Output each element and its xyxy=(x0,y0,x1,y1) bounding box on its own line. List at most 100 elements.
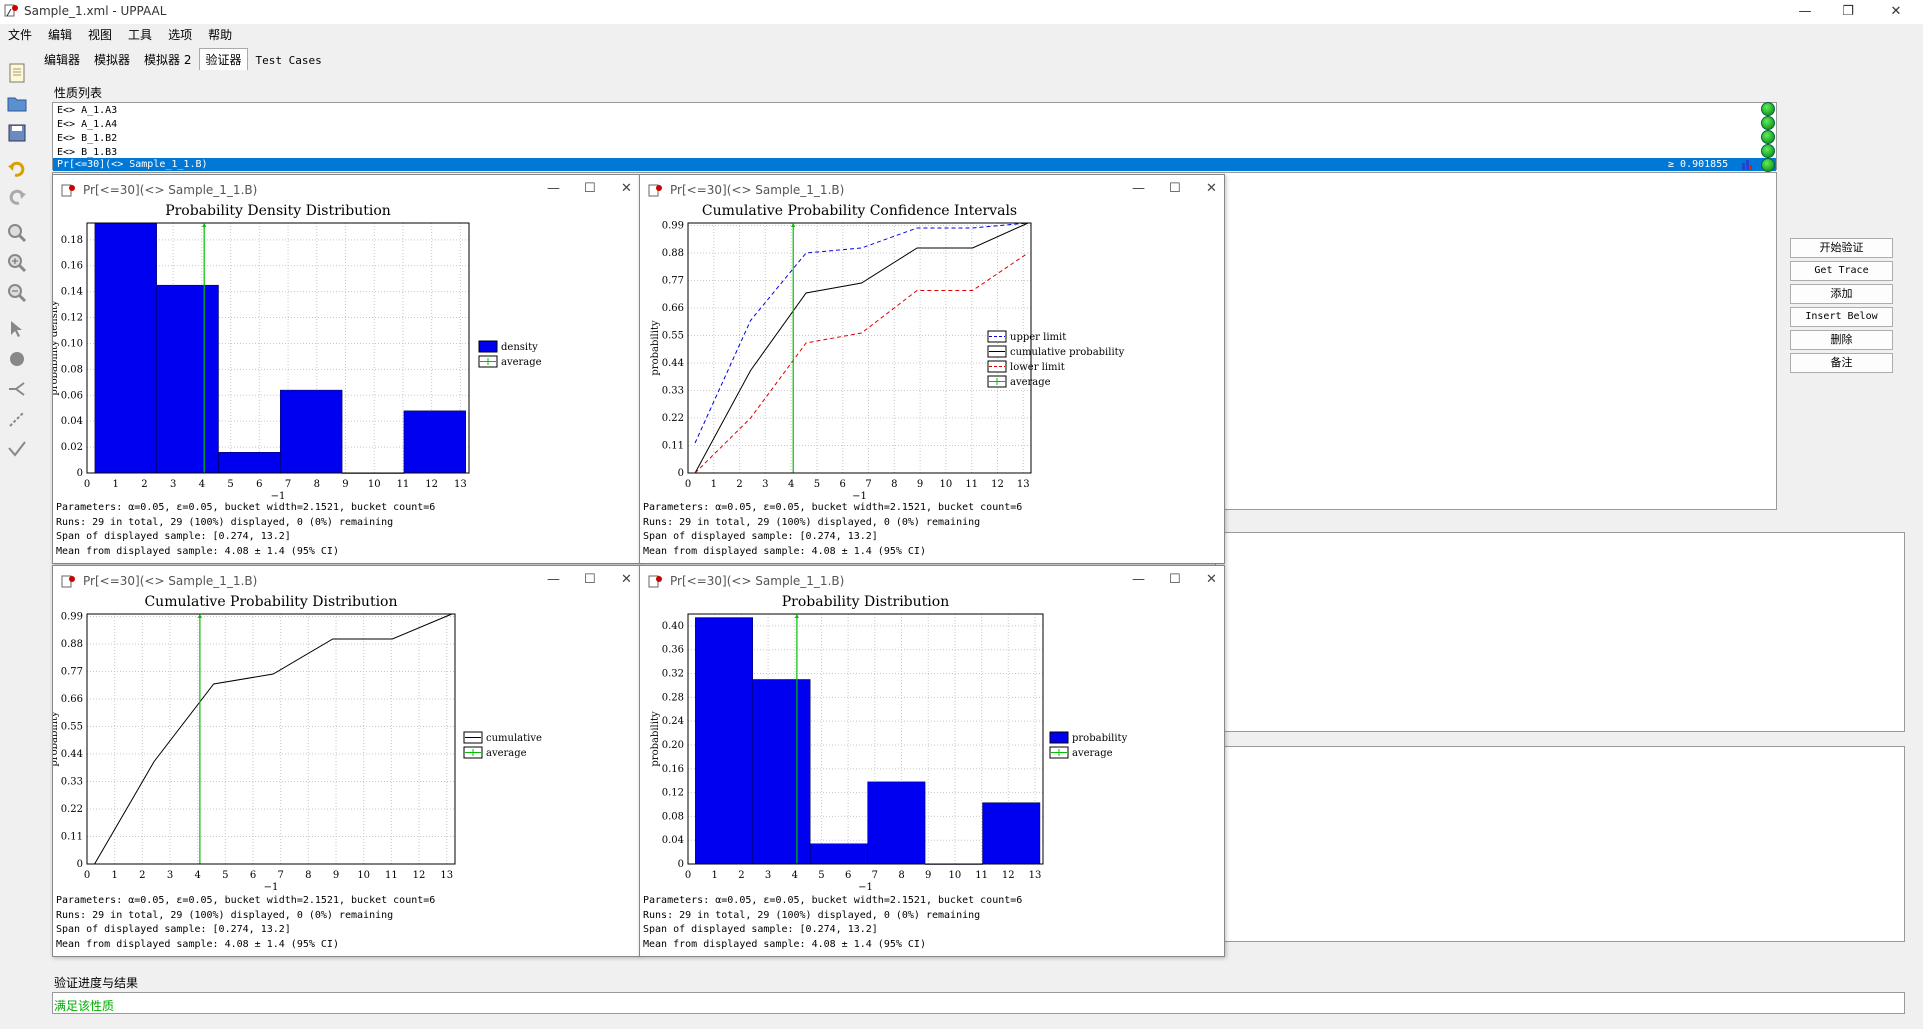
query-item[interactable]: E<> B_1.B2 xyxy=(57,133,118,144)
y-tick-label: 0.88 xyxy=(662,248,684,259)
open-folder-icon[interactable] xyxy=(6,92,28,114)
check-button[interactable]: 开始验证 xyxy=(1790,238,1893,258)
plot-window-icon xyxy=(61,575,75,588)
menu-options[interactable]: 选项 xyxy=(168,28,193,42)
x-tick-label: 4 xyxy=(788,479,794,490)
x-tick-label: 13 xyxy=(440,870,453,881)
y-tick-label: 0.22 xyxy=(662,413,684,424)
title-bar: Sample_1.xml - UPPAAL — ❐ ✕ xyxy=(0,0,1923,24)
menu-view[interactable]: 视图 xyxy=(88,28,113,42)
comment-button[interactable]: 备注 xyxy=(1790,353,1893,373)
plot-stats-line: Span of displayed sample: [0.274, 13.2] xyxy=(643,531,878,542)
selected-query-text: Pr[<=30](<> Sample_1_1.B) xyxy=(57,159,208,170)
get-trace-button[interactable]: Get Trace xyxy=(1790,261,1893,281)
plot-window-title: Pr[<=30](<> Sample_1_1.B) xyxy=(83,574,258,588)
result-box xyxy=(52,992,1905,1014)
add-edge-icon[interactable] xyxy=(6,408,28,430)
x-tick-label: 9 xyxy=(917,479,923,490)
insert-below-button[interactable]: Insert Below xyxy=(1790,307,1893,327)
x-tick-label: 3 xyxy=(765,870,771,881)
plot-window-probability[interactable]: Pr[<=30](<> Sample_1_1.B) — ☐ ✕ Probability … xyxy=(639,565,1225,957)
x-tick-label: 6 xyxy=(845,870,851,881)
x-axis-label: −1 xyxy=(858,882,873,893)
menu-edit[interactable]: 编辑 xyxy=(48,28,73,42)
tab-simulator[interactable]: 模拟器 xyxy=(94,53,131,67)
legend-label: average xyxy=(1010,377,1051,388)
close-button[interactable]: ✕ xyxy=(1890,4,1902,19)
maximize-button[interactable]: ❐ xyxy=(1842,4,1854,19)
minimize-button[interactable]: — xyxy=(547,181,560,196)
plot-window-cumulative[interactable]: Pr[<=30](<> Sample_1_1.B) — ☐ ✕ Cumulative P… xyxy=(52,565,640,957)
y-axis-label: probability density xyxy=(53,300,60,396)
y-tick-label: 0 xyxy=(77,468,83,479)
y-tick-label: 0.99 xyxy=(662,221,684,232)
maximize-button[interactable]: ☐ xyxy=(1169,181,1181,196)
x-tick-label: 13 xyxy=(454,479,467,490)
zoom-fit-icon[interactable] xyxy=(6,222,28,244)
add-branch-icon[interactable] xyxy=(6,378,28,400)
save-icon[interactable] xyxy=(6,122,28,144)
minimize-button[interactable]: — xyxy=(1798,4,1812,19)
minimize-button[interactable]: — xyxy=(547,572,560,587)
zoom-in-icon[interactable] xyxy=(6,252,28,274)
query-item[interactable]: E<> A_1.A3 xyxy=(57,105,118,116)
query-item[interactable]: E<> A_1.A4 xyxy=(57,119,118,130)
x-tick-label: 3 xyxy=(762,479,768,490)
x-tick-label: 0 xyxy=(685,870,691,881)
add-location-icon[interactable] xyxy=(6,348,28,370)
redo-icon[interactable] xyxy=(6,186,28,208)
y-tick-label: 0.11 xyxy=(662,441,684,452)
maximize-button[interactable]: ☐ xyxy=(1169,572,1181,587)
zoom-out-icon[interactable] xyxy=(6,282,28,304)
close-button[interactable]: ✕ xyxy=(1206,572,1217,587)
undo-icon[interactable] xyxy=(6,158,28,180)
tab-simulator-2[interactable]: 模拟器 2 xyxy=(144,53,192,67)
minimize-button[interactable]: — xyxy=(1132,181,1145,196)
x-tick-label: 7 xyxy=(277,870,283,881)
tab-test-cases[interactable]: Test Cases xyxy=(255,54,322,67)
close-button[interactable]: ✕ xyxy=(1206,181,1217,196)
x-tick-label: 6 xyxy=(840,479,846,490)
status-panel[interactable] xyxy=(1215,746,1905,942)
menu-file[interactable]: 文件 xyxy=(8,28,33,42)
delete-button[interactable]: 删除 xyxy=(1790,330,1893,350)
plot-stats-line: Parameters: α=0.05, ε=0.05, bucket width… xyxy=(56,502,436,513)
menu-tools[interactable]: 工具 xyxy=(128,28,153,42)
select-arrow-icon[interactable] xyxy=(6,318,28,340)
tab-verifier[interactable]: 验证器 xyxy=(199,48,248,70)
x-tick-label: 2 xyxy=(139,870,145,881)
close-button[interactable]: ✕ xyxy=(621,181,632,196)
tab-editor[interactable]: 编辑器 xyxy=(44,53,81,67)
add-button[interactable]: 添加 xyxy=(1790,284,1893,304)
menu-help[interactable]: 帮助 xyxy=(208,28,233,42)
y-tick-label: 0.08 xyxy=(61,364,83,375)
plot-window-title: Pr[<=30](<> Sample_1_1.B) xyxy=(83,183,258,197)
close-button[interactable]: ✕ xyxy=(621,572,632,587)
plot-window-confidence[interactable]: Pr[<=30](<> Sample_1_1.B) — ☐ ✕ Cumulative P… xyxy=(639,174,1225,564)
new-file-icon[interactable] xyxy=(6,62,28,84)
minimize-button[interactable]: — xyxy=(1132,572,1145,587)
add-nail-icon[interactable] xyxy=(6,438,28,460)
query-item[interactable]: E<> B_1.B3 xyxy=(57,147,118,158)
plot-bar-icon[interactable] xyxy=(1741,159,1753,170)
maximize-button[interactable]: ☐ xyxy=(584,181,596,196)
plot-stats-line: Mean from displayed sample: 4.08 ± 1.4 (… xyxy=(643,938,926,950)
maximize-button[interactable]: ☐ xyxy=(584,572,596,587)
plot-window-density[interactable]: Pr[<=30](<> Sample_1_1.B) — ☐ ✕ Probability … xyxy=(52,174,640,564)
selected-query-row[interactable] xyxy=(53,158,1776,171)
x-tick-label: 2 xyxy=(141,479,147,490)
x-tick-label: 10 xyxy=(949,870,962,881)
y-tick-label: 0.99 xyxy=(61,612,83,623)
histogram-bar xyxy=(218,452,281,474)
progress-label: 验证进度与结果 xyxy=(54,976,139,990)
plot-window-title: Pr[<=30](<> Sample_1_1.B) xyxy=(670,183,845,197)
tab-bar: 编辑器 模拟器 模拟器 2 验证器 Test Cases xyxy=(38,48,330,70)
comment-panel[interactable] xyxy=(1215,532,1905,732)
x-tick-label: 11 xyxy=(965,479,978,490)
x-tick-label: 6 xyxy=(250,870,256,881)
properties-label: 性质列表 xyxy=(54,86,103,100)
legend-label: probability xyxy=(1072,733,1128,744)
y-tick-label: 0.33 xyxy=(61,777,83,788)
x-tick-label: 0 xyxy=(84,479,90,490)
x-tick-label: 10 xyxy=(940,479,953,490)
